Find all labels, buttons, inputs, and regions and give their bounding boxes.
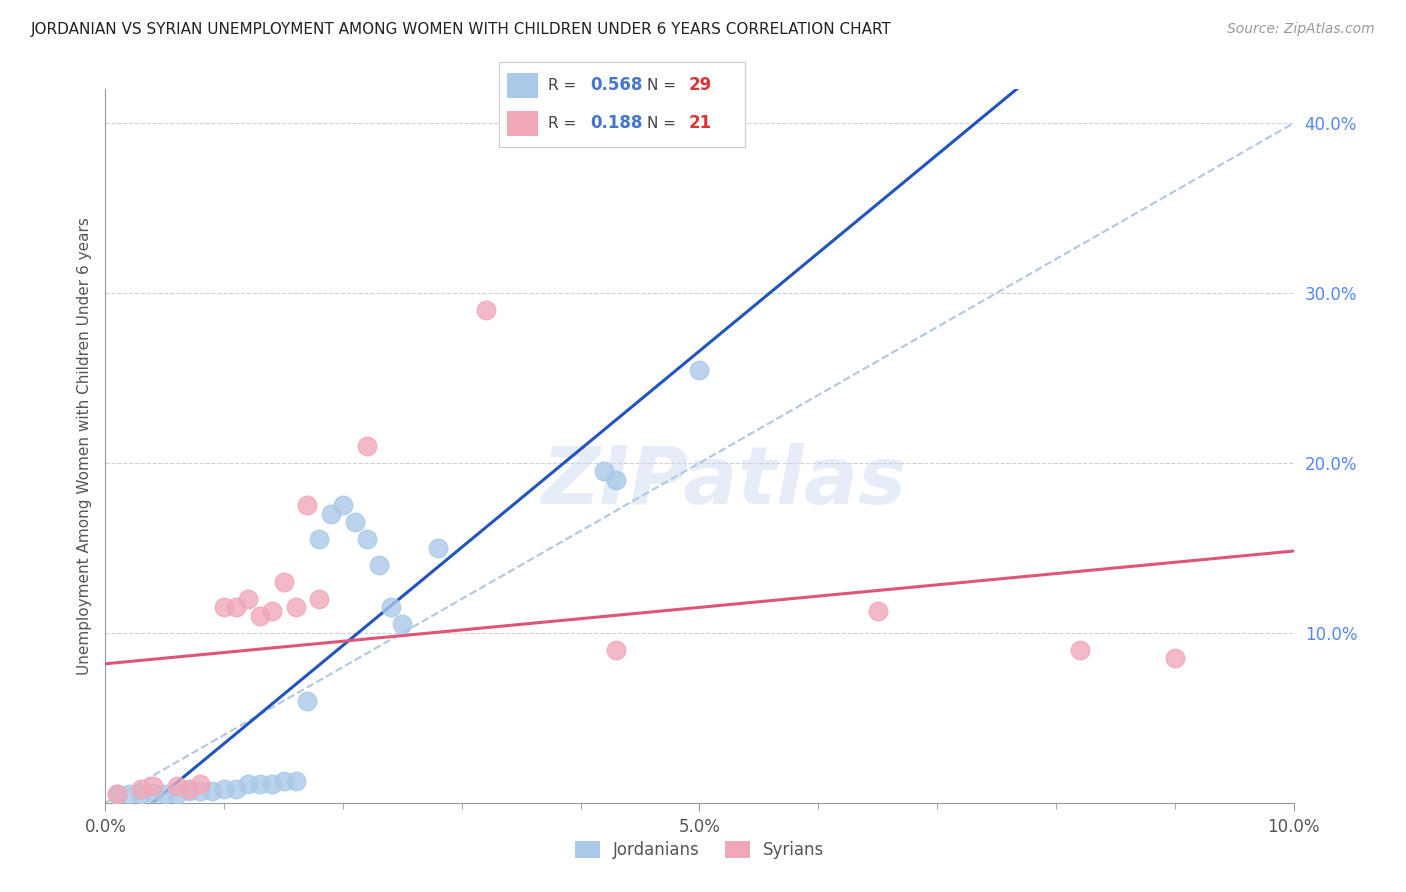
- Point: [214, 600, 236, 615]
- Point: [297, 694, 319, 708]
- Text: R =: R =: [548, 116, 582, 131]
- Point: [308, 533, 330, 547]
- Point: [1164, 651, 1187, 665]
- Point: [249, 608, 271, 623]
- Point: [190, 777, 212, 791]
- Point: [260, 777, 283, 791]
- Point: [474, 303, 496, 318]
- Text: Source: ZipAtlas.com: Source: ZipAtlas.com: [1227, 22, 1375, 37]
- Point: [284, 773, 307, 788]
- Point: [297, 499, 319, 513]
- Text: 21: 21: [689, 114, 711, 132]
- Point: [273, 574, 295, 589]
- Point: [391, 617, 413, 632]
- Point: [260, 604, 283, 618]
- Point: [153, 787, 176, 801]
- Text: ZIPatlas: ZIPatlas: [541, 442, 905, 521]
- Point: [593, 465, 616, 479]
- Point: [321, 507, 343, 521]
- Point: [273, 773, 295, 788]
- Bar: [506, 72, 538, 98]
- Point: [427, 541, 450, 555]
- Point: [166, 779, 188, 793]
- Point: [129, 787, 152, 801]
- Point: [689, 362, 711, 376]
- Text: 29: 29: [689, 77, 711, 95]
- Text: 0.568: 0.568: [591, 77, 643, 95]
- Bar: [506, 111, 538, 136]
- Text: N =: N =: [647, 116, 681, 131]
- Text: R =: R =: [548, 78, 582, 93]
- Point: [129, 782, 152, 797]
- Point: [177, 782, 200, 797]
- Point: [225, 782, 247, 797]
- Point: [177, 784, 200, 798]
- Point: [284, 600, 307, 615]
- Point: [343, 516, 366, 530]
- Point: [236, 591, 259, 606]
- Point: [249, 777, 271, 791]
- Point: [142, 786, 165, 800]
- Text: 0.188: 0.188: [591, 114, 643, 132]
- Legend: Jordanians, Syrians: Jordanians, Syrians: [568, 834, 831, 866]
- Point: [332, 499, 354, 513]
- Point: [308, 591, 330, 606]
- Point: [605, 473, 627, 487]
- Text: JORDANIAN VS SYRIAN UNEMPLOYMENT AMONG WOMEN WITH CHILDREN UNDER 6 YEARS CORRELA: JORDANIAN VS SYRIAN UNEMPLOYMENT AMONG W…: [31, 22, 891, 37]
- Point: [367, 558, 389, 572]
- Point: [214, 782, 236, 797]
- Point: [201, 784, 224, 798]
- Point: [380, 600, 402, 615]
- Point: [166, 787, 188, 801]
- Point: [1069, 643, 1091, 657]
- Point: [225, 600, 247, 615]
- Y-axis label: Unemployment Among Women with Children Under 6 years: Unemployment Among Women with Children U…: [76, 217, 91, 675]
- Point: [356, 439, 378, 453]
- Point: [105, 787, 128, 801]
- Text: N =: N =: [647, 78, 681, 93]
- Point: [105, 787, 128, 801]
- Point: [118, 787, 141, 801]
- Point: [605, 643, 627, 657]
- Point: [142, 779, 165, 793]
- Point: [190, 784, 212, 798]
- Point: [866, 604, 889, 618]
- Point: [356, 533, 378, 547]
- Point: [236, 777, 259, 791]
